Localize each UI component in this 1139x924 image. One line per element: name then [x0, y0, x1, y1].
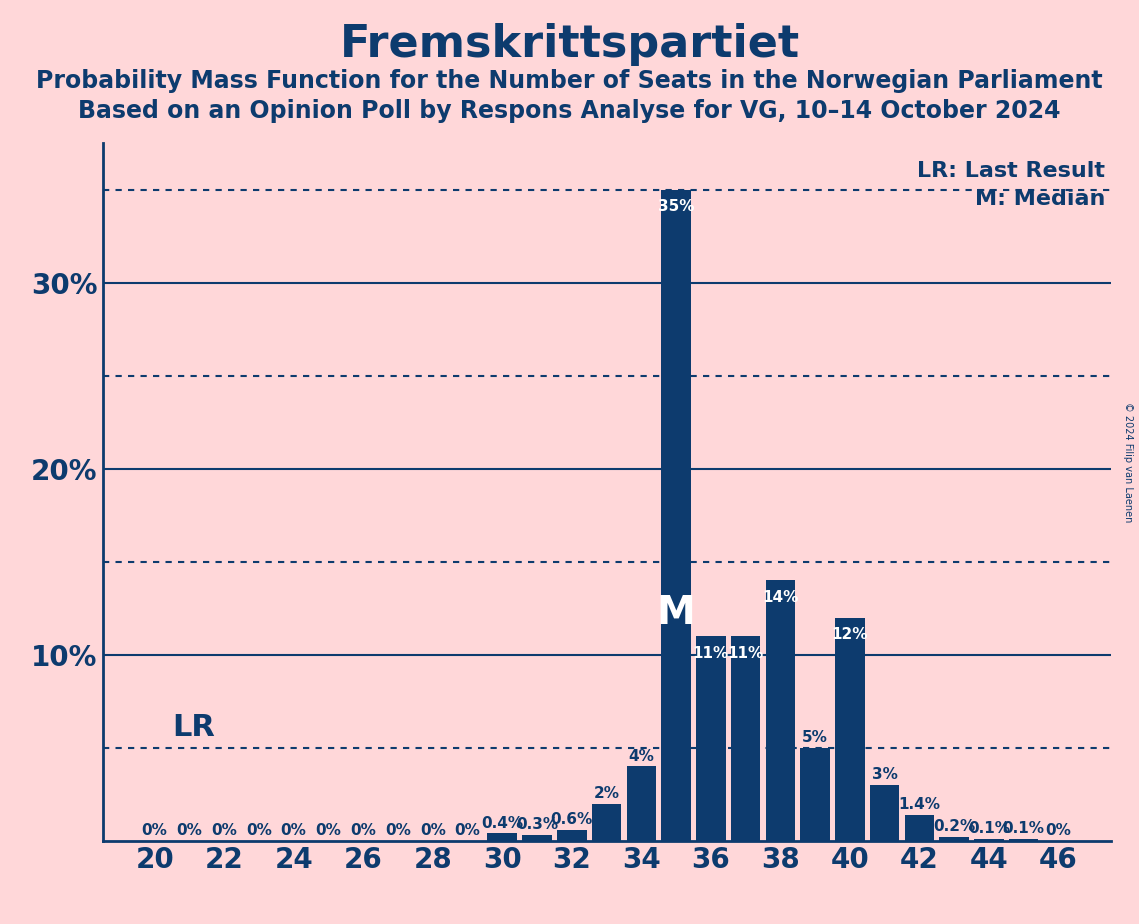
Text: 12%: 12%: [831, 626, 868, 642]
Text: Fremskrittspartiet: Fremskrittspartiet: [339, 23, 800, 67]
Text: © 2024 Filip van Laenen: © 2024 Filip van Laenen: [1123, 402, 1133, 522]
Text: 5%: 5%: [802, 730, 828, 745]
Bar: [662, 189, 691, 841]
Text: 0.6%: 0.6%: [550, 812, 593, 827]
Bar: [696, 637, 726, 841]
Bar: [522, 835, 551, 841]
Text: 0%: 0%: [177, 823, 203, 838]
Text: 14%: 14%: [762, 590, 798, 604]
Bar: [765, 580, 795, 841]
Bar: [626, 766, 656, 841]
Text: 35%: 35%: [658, 199, 695, 214]
Text: Probability Mass Function for the Number of Seats in the Norwegian Parliament: Probability Mass Function for the Number…: [36, 69, 1103, 93]
Text: 2%: 2%: [593, 785, 620, 801]
Text: 0%: 0%: [385, 823, 411, 838]
Text: 0.1%: 0.1%: [968, 821, 1010, 836]
Text: LR: Last Result: LR: Last Result: [918, 161, 1106, 181]
Text: 11%: 11%: [728, 646, 763, 661]
Text: 0.1%: 0.1%: [1002, 821, 1044, 836]
Bar: [904, 815, 934, 841]
Bar: [487, 833, 517, 841]
Text: LR: LR: [172, 713, 215, 742]
Text: 11%: 11%: [693, 646, 729, 661]
Text: M: Median: M: Median: [975, 188, 1106, 209]
Text: M: M: [657, 594, 696, 632]
Text: 0%: 0%: [211, 823, 237, 838]
Text: 4%: 4%: [629, 748, 654, 763]
Text: 0%: 0%: [280, 823, 306, 838]
Bar: [835, 617, 865, 841]
Text: 1.4%: 1.4%: [899, 797, 941, 812]
Text: Based on an Opinion Poll by Respons Analyse for VG, 10–14 October 2024: Based on an Opinion Poll by Respons Anal…: [79, 99, 1060, 123]
Text: 0%: 0%: [1046, 823, 1072, 838]
Text: 0%: 0%: [246, 823, 272, 838]
Bar: [974, 839, 1003, 841]
Bar: [940, 837, 969, 841]
Bar: [1009, 839, 1039, 841]
Bar: [801, 748, 830, 841]
Bar: [592, 804, 621, 841]
Text: 0%: 0%: [316, 823, 342, 838]
Bar: [731, 637, 761, 841]
Bar: [870, 785, 900, 841]
Text: 0%: 0%: [351, 823, 376, 838]
Text: 0.4%: 0.4%: [481, 816, 523, 831]
Text: 0%: 0%: [454, 823, 481, 838]
Text: 3%: 3%: [871, 767, 898, 783]
Text: 0.2%: 0.2%: [933, 820, 975, 834]
Text: 0.3%: 0.3%: [516, 818, 558, 833]
Text: 0%: 0%: [420, 823, 445, 838]
Text: 0%: 0%: [141, 823, 167, 838]
Bar: [557, 830, 587, 841]
